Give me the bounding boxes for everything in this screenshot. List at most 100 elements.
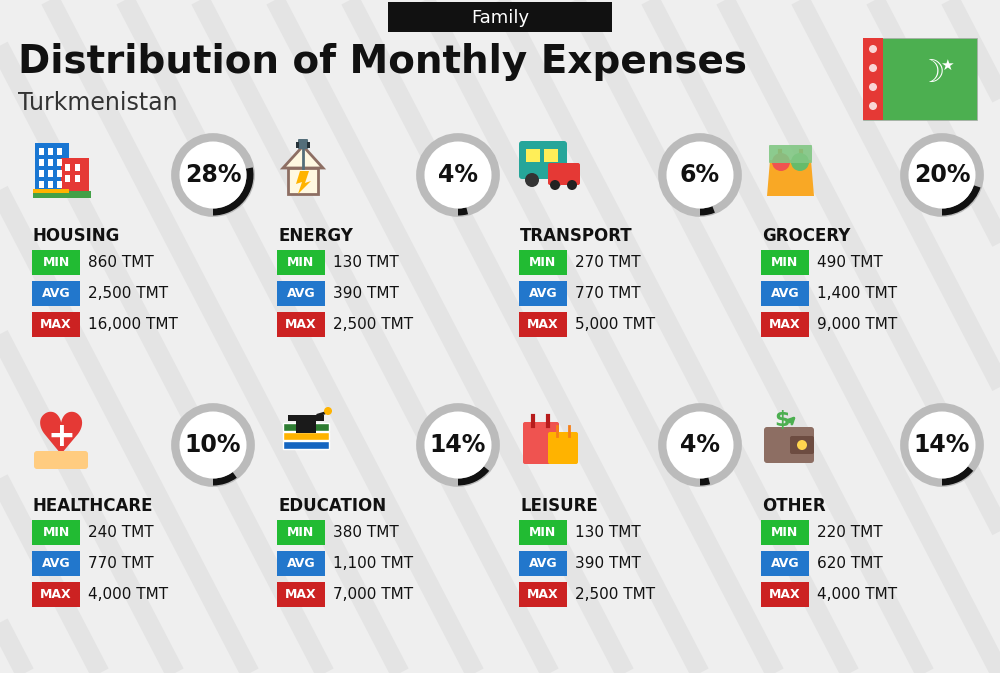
Circle shape xyxy=(666,141,734,209)
Text: AVG: AVG xyxy=(529,287,557,300)
Polygon shape xyxy=(283,146,323,168)
FancyBboxPatch shape xyxy=(761,312,809,337)
Text: 4,000 TMT: 4,000 TMT xyxy=(88,587,168,602)
FancyBboxPatch shape xyxy=(526,149,540,162)
FancyBboxPatch shape xyxy=(48,148,53,155)
Text: Turkmenistan: Turkmenistan xyxy=(18,91,178,115)
FancyBboxPatch shape xyxy=(388,2,612,32)
Text: +: + xyxy=(47,419,75,452)
FancyBboxPatch shape xyxy=(61,158,89,191)
FancyBboxPatch shape xyxy=(769,145,812,163)
Text: 4,000 TMT: 4,000 TMT xyxy=(817,587,897,602)
FancyBboxPatch shape xyxy=(790,436,814,454)
FancyBboxPatch shape xyxy=(288,415,324,421)
Text: ☽: ☽ xyxy=(917,59,945,87)
FancyBboxPatch shape xyxy=(307,142,310,148)
Circle shape xyxy=(567,180,577,190)
FancyBboxPatch shape xyxy=(277,250,325,275)
Text: 28%: 28% xyxy=(185,163,241,187)
FancyBboxPatch shape xyxy=(298,139,308,149)
FancyBboxPatch shape xyxy=(277,520,325,545)
Circle shape xyxy=(421,408,495,482)
Text: MAX: MAX xyxy=(285,588,317,601)
Text: 14%: 14% xyxy=(430,433,486,457)
Text: AVG: AVG xyxy=(287,557,315,570)
Text: MAX: MAX xyxy=(527,588,559,601)
Text: $: $ xyxy=(774,410,790,430)
Text: MAX: MAX xyxy=(769,318,801,331)
Wedge shape xyxy=(700,206,715,215)
Text: 620 TMT: 620 TMT xyxy=(817,556,883,571)
FancyBboxPatch shape xyxy=(35,143,69,191)
Text: AVG: AVG xyxy=(529,557,557,570)
FancyBboxPatch shape xyxy=(288,168,318,194)
FancyBboxPatch shape xyxy=(548,163,580,185)
FancyBboxPatch shape xyxy=(57,148,62,155)
Text: 390 TMT: 390 TMT xyxy=(333,286,399,301)
FancyBboxPatch shape xyxy=(863,38,883,120)
FancyBboxPatch shape xyxy=(296,142,299,148)
Circle shape xyxy=(791,153,809,171)
Polygon shape xyxy=(767,160,814,196)
Circle shape xyxy=(869,45,877,53)
FancyBboxPatch shape xyxy=(48,181,53,188)
FancyBboxPatch shape xyxy=(296,421,316,433)
Text: 770 TMT: 770 TMT xyxy=(575,286,641,301)
Wedge shape xyxy=(942,185,981,215)
Text: MIN: MIN xyxy=(529,256,557,269)
FancyBboxPatch shape xyxy=(39,148,44,155)
FancyBboxPatch shape xyxy=(57,181,62,188)
Circle shape xyxy=(176,138,250,212)
Text: MIN: MIN xyxy=(287,256,315,269)
Text: MAX: MAX xyxy=(769,588,801,601)
Circle shape xyxy=(666,411,734,479)
FancyBboxPatch shape xyxy=(523,422,559,464)
Text: ENERGY: ENERGY xyxy=(278,227,353,245)
Circle shape xyxy=(525,173,539,187)
Text: 2,500 TMT: 2,500 TMT xyxy=(575,587,655,602)
Text: 2,500 TMT: 2,500 TMT xyxy=(333,317,413,332)
Circle shape xyxy=(421,138,495,212)
Circle shape xyxy=(663,408,737,482)
FancyBboxPatch shape xyxy=(863,38,977,120)
FancyBboxPatch shape xyxy=(283,432,329,440)
FancyBboxPatch shape xyxy=(33,191,91,198)
FancyBboxPatch shape xyxy=(34,451,88,469)
Wedge shape xyxy=(213,168,253,215)
Text: 490 TMT: 490 TMT xyxy=(817,255,883,270)
FancyBboxPatch shape xyxy=(548,432,578,464)
Text: AVG: AVG xyxy=(287,287,315,300)
Text: 6%: 6% xyxy=(680,163,720,187)
Text: MIN: MIN xyxy=(771,526,799,539)
FancyBboxPatch shape xyxy=(75,175,80,182)
Circle shape xyxy=(424,141,492,209)
Text: OTHER: OTHER xyxy=(762,497,826,515)
Text: Distribution of Monthly Expenses: Distribution of Monthly Expenses xyxy=(18,43,747,81)
FancyBboxPatch shape xyxy=(764,427,814,463)
Circle shape xyxy=(908,411,976,479)
FancyBboxPatch shape xyxy=(283,423,329,431)
FancyBboxPatch shape xyxy=(519,250,567,275)
Text: 130 TMT: 130 TMT xyxy=(333,255,399,270)
Wedge shape xyxy=(213,472,237,485)
Text: 4%: 4% xyxy=(438,163,478,187)
FancyBboxPatch shape xyxy=(65,164,70,171)
Text: MIN: MIN xyxy=(42,256,70,269)
Text: 20%: 20% xyxy=(914,163,970,187)
Text: 16,000 TMT: 16,000 TMT xyxy=(88,317,178,332)
Circle shape xyxy=(869,83,877,91)
FancyBboxPatch shape xyxy=(57,170,62,177)
Circle shape xyxy=(905,408,979,482)
FancyBboxPatch shape xyxy=(761,520,809,545)
FancyBboxPatch shape xyxy=(761,551,809,576)
Circle shape xyxy=(908,141,976,209)
Text: HEALTHCARE: HEALTHCARE xyxy=(33,497,154,515)
Text: MAX: MAX xyxy=(40,318,72,331)
Text: 4%: 4% xyxy=(680,433,720,457)
FancyBboxPatch shape xyxy=(39,170,44,177)
FancyBboxPatch shape xyxy=(277,551,325,576)
FancyBboxPatch shape xyxy=(277,281,325,306)
Circle shape xyxy=(549,173,563,187)
Circle shape xyxy=(663,138,737,212)
Circle shape xyxy=(772,153,790,171)
